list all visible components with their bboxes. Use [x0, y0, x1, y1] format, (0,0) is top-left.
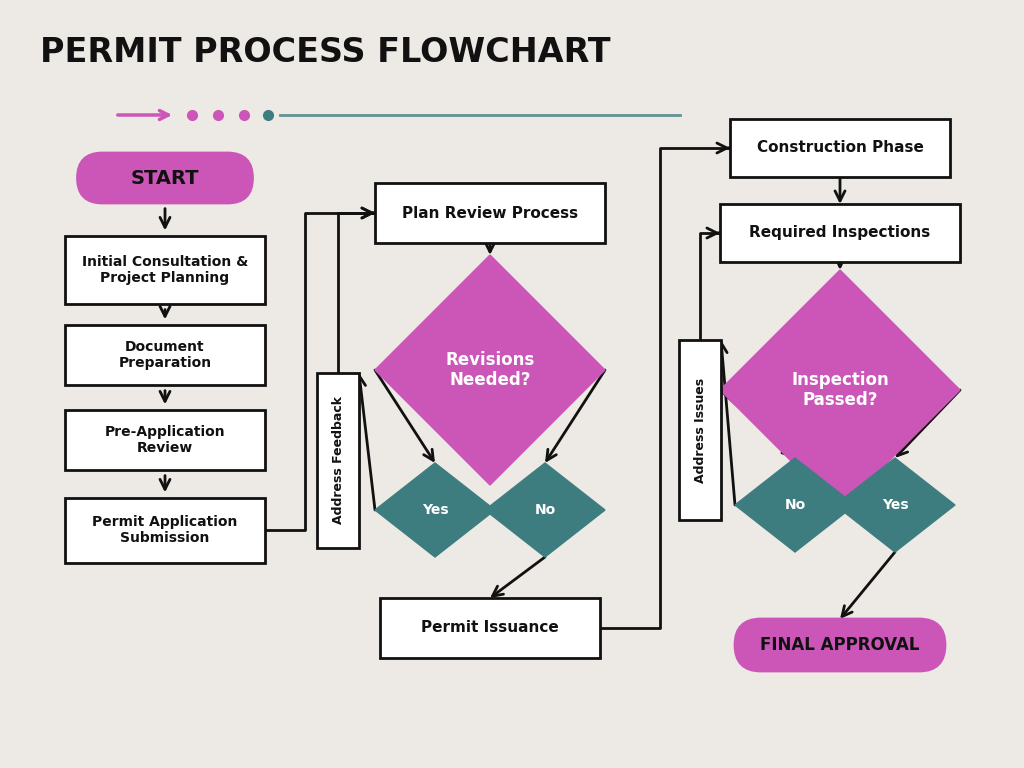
Text: Permit Application
Submission: Permit Application Submission	[92, 515, 238, 545]
FancyBboxPatch shape	[65, 410, 265, 470]
Polygon shape	[375, 255, 605, 485]
Text: START: START	[131, 168, 200, 187]
Polygon shape	[375, 463, 495, 557]
FancyBboxPatch shape	[65, 325, 265, 385]
FancyBboxPatch shape	[375, 183, 605, 243]
FancyBboxPatch shape	[730, 119, 950, 177]
Text: Inspection
Passed?: Inspection Passed?	[792, 371, 889, 409]
FancyBboxPatch shape	[679, 340, 721, 520]
FancyBboxPatch shape	[65, 236, 265, 304]
FancyBboxPatch shape	[317, 372, 359, 548]
Text: Permit Issuance: Permit Issuance	[421, 621, 559, 635]
FancyBboxPatch shape	[65, 498, 265, 562]
Text: Required Inspections: Required Inspections	[750, 226, 931, 240]
Polygon shape	[735, 458, 855, 552]
Text: Address Feedback: Address Feedback	[332, 396, 344, 524]
Text: Construction Phase: Construction Phase	[757, 141, 924, 155]
Text: FINAL APPROVAL: FINAL APPROVAL	[760, 636, 920, 654]
Text: No: No	[535, 503, 556, 517]
Text: Initial Consultation &
Project Planning: Initial Consultation & Project Planning	[82, 255, 248, 285]
Text: Pre-Application
Review: Pre-Application Review	[104, 425, 225, 455]
FancyBboxPatch shape	[720, 204, 961, 262]
Text: Yes: Yes	[422, 503, 449, 517]
FancyBboxPatch shape	[380, 598, 600, 658]
Polygon shape	[485, 463, 605, 557]
Text: Revisions
Needed?: Revisions Needed?	[445, 351, 535, 389]
FancyBboxPatch shape	[735, 619, 945, 671]
Text: Document
Preparation: Document Preparation	[119, 340, 212, 370]
Polygon shape	[835, 458, 955, 552]
Text: Yes: Yes	[882, 498, 908, 512]
Text: Plan Review Process: Plan Review Process	[402, 206, 579, 220]
FancyBboxPatch shape	[78, 153, 253, 203]
Text: PERMIT PROCESS FLOWCHART: PERMIT PROCESS FLOWCHART	[40, 35, 610, 68]
Text: Address Issues: Address Issues	[693, 377, 707, 482]
Text: No: No	[784, 498, 806, 512]
Polygon shape	[720, 270, 961, 510]
